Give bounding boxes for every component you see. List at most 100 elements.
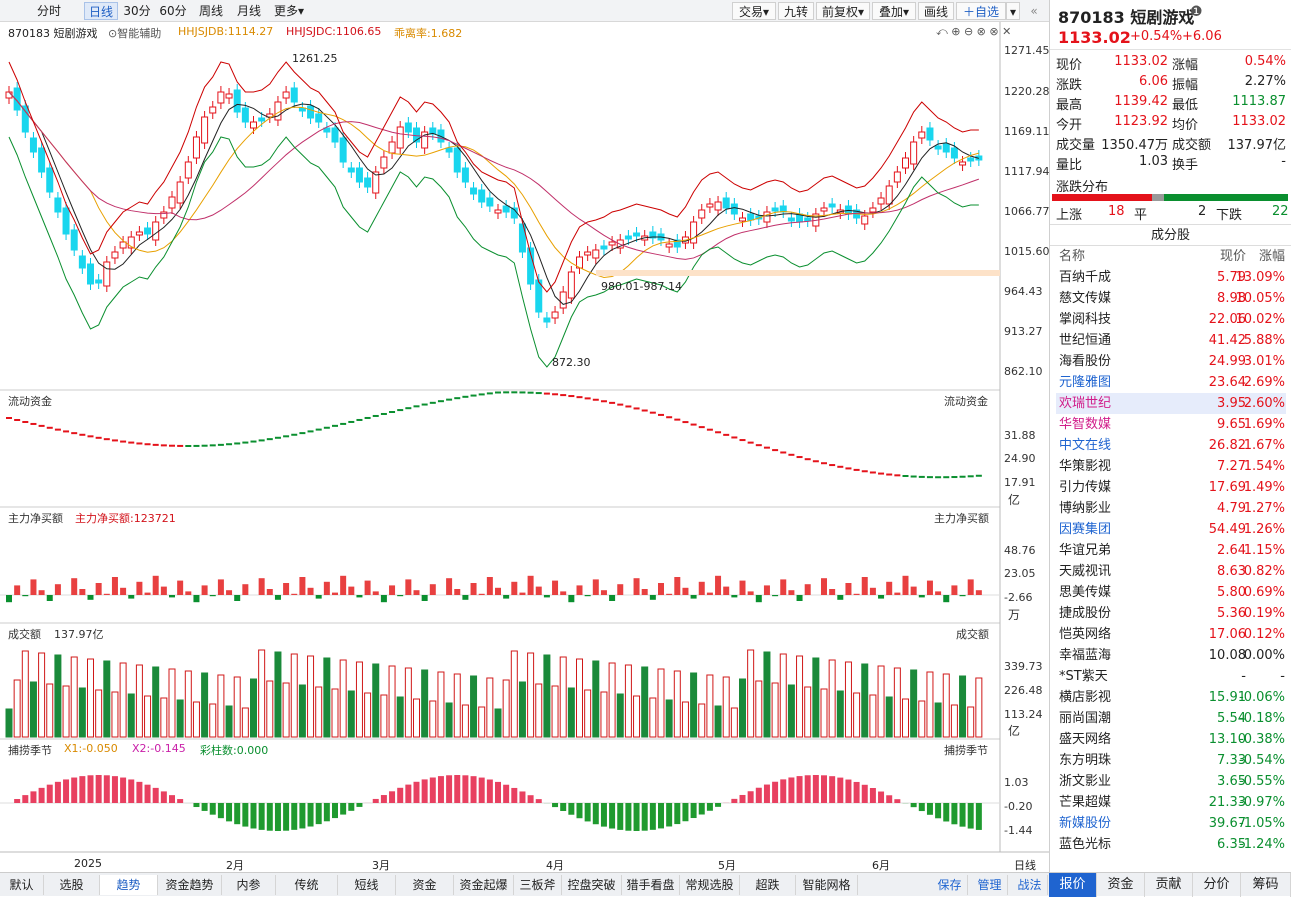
tab-hunter[interactable]: 猎手看盘	[622, 875, 680, 895]
season-bar	[634, 803, 640, 831]
tab-insider[interactable]: 内参	[222, 875, 276, 895]
col-change[interactable]: 涨幅	[1211, 246, 1285, 267]
turnover-tick: 226.48	[1004, 684, 1043, 697]
candle	[202, 117, 208, 143]
tab-trend[interactable]: 趋势	[100, 875, 158, 895]
tab-60min[interactable]: 60分	[156, 2, 190, 20]
info-icon[interactable]: ❶	[1190, 4, 1203, 20]
manage-button[interactable]: 管理	[972, 875, 1008, 895]
overlay-button[interactable]: 叠加▾	[872, 2, 916, 20]
tab-default[interactable]: 默认	[0, 875, 44, 895]
tab-monthly[interactable]: 月线	[232, 2, 266, 20]
turnover-bar	[968, 707, 974, 737]
tab-daily[interactable]: 日线	[84, 2, 118, 20]
mainbuy-bar	[462, 595, 468, 600]
tab-30min[interactable]: 30分	[120, 2, 154, 20]
stock-change: 2.60%	[1211, 393, 1285, 414]
tab-stockpick[interactable]: 选股	[44, 875, 100, 895]
tab-capital[interactable]: 资金	[1097, 873, 1145, 897]
season-bar	[96, 775, 102, 803]
flow-dot	[519, 391, 525, 393]
strategy-button[interactable]: 战法	[1012, 875, 1048, 895]
tab-three-axes[interactable]: 三板斧	[514, 875, 562, 895]
tab-quote[interactable]: 报价	[1049, 873, 1097, 897]
stock-name: 恺英网络	[1059, 624, 1111, 645]
mainbuy-bar	[715, 576, 721, 595]
tab-fund-trend[interactable]: 资金趋势	[158, 875, 222, 895]
trade-button[interactable]: 交易▾	[732, 2, 776, 20]
tab-control-break[interactable]: 控盘突破	[562, 875, 622, 895]
candle	[153, 222, 159, 240]
draw-button[interactable]: 画线	[918, 2, 954, 20]
season-bar	[136, 782, 142, 803]
tab-traditional[interactable]: 传统	[276, 875, 338, 895]
tab-chips[interactable]: 筹码	[1241, 873, 1291, 897]
season-bar	[821, 775, 827, 803]
stock-change: 1.67%	[1211, 435, 1285, 456]
collapse-icon[interactable]: «	[1024, 2, 1044, 20]
tab-shortline[interactable]: 短线	[338, 875, 396, 895]
tab-contribution[interactable]: 贡献	[1145, 873, 1193, 897]
tab-grid[interactable]: 智能网格	[796, 875, 858, 895]
tab-fund-burst[interactable]: 资金起爆	[454, 875, 514, 895]
nine-turn-button[interactable]: 九转	[778, 2, 814, 20]
more-dropdown[interactable]: 更多▾	[268, 2, 310, 20]
tab-oversold[interactable]: 超跌	[740, 875, 796, 895]
candle	[968, 158, 974, 161]
turnover-bar	[381, 695, 387, 737]
save-button[interactable]: 保存	[932, 875, 968, 895]
adjust-button[interactable]: 前复权▾	[816, 2, 870, 20]
quote-label: 振幅	[1172, 74, 1222, 93]
tab-minute[interactable]: 分时	[30, 2, 68, 20]
tab-price-dist[interactable]: 分价	[1193, 873, 1241, 897]
turnover-bar	[837, 691, 843, 737]
list-item[interactable]: *ST紫天--	[1056, 666, 1286, 687]
flow-dot	[919, 476, 925, 478]
flow-dot	[634, 407, 640, 409]
tab-regular-pick[interactable]: 常规选股	[680, 875, 740, 895]
turnover-bar	[723, 677, 729, 737]
watchlist-dropdown[interactable]: ▾	[1006, 2, 1020, 20]
mainbuy-bar	[316, 595, 322, 599]
panel-controls[interactable]: ⤺ ⊕ ⊖ ⊗ ⊗ ✕	[936, 25, 1011, 39]
add-watchlist-button[interactable]: ＋自选	[956, 2, 1006, 20]
smart-assist-toggle[interactable]: ⊙智能辅助	[108, 25, 161, 41]
price-tick: 913.27	[1004, 325, 1043, 338]
tab-fund[interactable]: 资金	[396, 875, 454, 895]
tab-weekly[interactable]: 周线	[194, 2, 228, 20]
price-tick: 862.10	[1004, 365, 1043, 378]
turnover-bar	[283, 683, 289, 737]
col-name[interactable]: 名称	[1059, 246, 1085, 267]
flow-dot	[226, 443, 232, 445]
mainbuy-bar	[161, 587, 167, 595]
turnover-bar	[479, 707, 485, 737]
flow-dot	[39, 425, 45, 427]
